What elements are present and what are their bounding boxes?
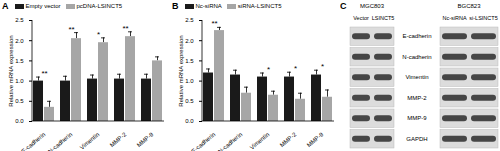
svg-text:2.0: 2.0 bbox=[185, 38, 194, 44]
svg-text:MMP-9: MMP-9 bbox=[306, 131, 325, 148]
svg-text:Nc-siRNA: Nc-siRNA bbox=[442, 15, 466, 21]
html-text:A: A bbox=[2, 1, 9, 11]
svg-text:1.0: 1.0 bbox=[185, 78, 194, 84]
svg-text:**: ** bbox=[211, 19, 217, 28]
svg-text:2.5: 2.5 bbox=[185, 17, 194, 23]
svg-text:1.5: 1.5 bbox=[185, 58, 194, 64]
svg-text:N-cadherin: N-cadherin bbox=[402, 54, 431, 60]
html-text:pcDNA-LSINCT5: pcDNA-LSINCT5 bbox=[76, 3, 123, 9]
svg-text:MMP-9: MMP-9 bbox=[407, 115, 427, 121]
svg-text:LSINCT5: LSINCT5 bbox=[372, 15, 395, 21]
svg-text:**: ** bbox=[122, 24, 128, 33]
html-text:Empty vector: Empty vector bbox=[25, 3, 61, 9]
svg-text:**: ** bbox=[41, 69, 47, 78]
svg-text:GAPDH: GAPDH bbox=[406, 136, 427, 142]
svg-text:N-cadherin: N-cadherin bbox=[217, 131, 243, 151]
svg-text:0.0: 0.0 bbox=[185, 118, 194, 124]
svg-text:Relative mRNA expression: Relative mRNA expression bbox=[178, 35, 184, 106]
svg-text:E-cadherin: E-cadherin bbox=[402, 33, 431, 39]
svg-text:2.5: 2.5 bbox=[15, 17, 24, 23]
svg-text:1.0: 1.0 bbox=[15, 78, 24, 84]
svg-text:0.0: 0.0 bbox=[15, 118, 24, 124]
svg-text:2.0: 2.0 bbox=[15, 38, 24, 44]
svg-text:MMP-2: MMP-2 bbox=[407, 95, 427, 101]
svg-text:MMP-9: MMP-9 bbox=[136, 131, 155, 148]
svg-text:E-cadherin: E-cadherin bbox=[20, 131, 46, 151]
svg-text:**: ** bbox=[68, 25, 74, 34]
svg-text:Vimentin: Vimentin bbox=[79, 131, 101, 151]
svg-text:si-LSINCT5: si-LSINCT5 bbox=[469, 15, 497, 21]
svg-text:N-cadherin: N-cadherin bbox=[47, 131, 73, 151]
svg-text:MMP-2: MMP-2 bbox=[109, 131, 128, 148]
svg-text:Vimentin: Vimentin bbox=[405, 74, 428, 80]
svg-text:*: * bbox=[267, 65, 270, 74]
svg-text:0.5: 0.5 bbox=[15, 98, 24, 104]
html-text:Nc-siRNA: Nc-siRNA bbox=[195, 3, 222, 9]
svg-text:0.5: 0.5 bbox=[185, 98, 194, 104]
svg-text:MMP-2: MMP-2 bbox=[279, 131, 298, 148]
html-text:B: B bbox=[172, 1, 179, 11]
svg-text:MGC803: MGC803 bbox=[360, 3, 385, 9]
svg-text:*: * bbox=[97, 30, 100, 39]
svg-text:Vimentin: Vimentin bbox=[249, 131, 271, 151]
svg-text:E-cadherin: E-cadherin bbox=[190, 131, 216, 151]
html-text:siRNA-LSINCT5: siRNA-LSINCT5 bbox=[237, 3, 282, 9]
svg-text:BGC823: BGC823 bbox=[457, 3, 481, 9]
svg-text:Vector: Vector bbox=[353, 15, 369, 21]
svg-text:*: * bbox=[294, 64, 297, 73]
svg-text:1.5: 1.5 bbox=[15, 58, 24, 64]
svg-text:*: * bbox=[321, 62, 324, 71]
svg-text:Relative mRNA expression: Relative mRNA expression bbox=[8, 35, 14, 106]
svg-text:C: C bbox=[340, 1, 347, 11]
